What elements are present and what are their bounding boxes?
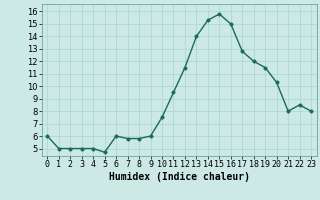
X-axis label: Humidex (Indice chaleur): Humidex (Indice chaleur) [109,172,250,182]
